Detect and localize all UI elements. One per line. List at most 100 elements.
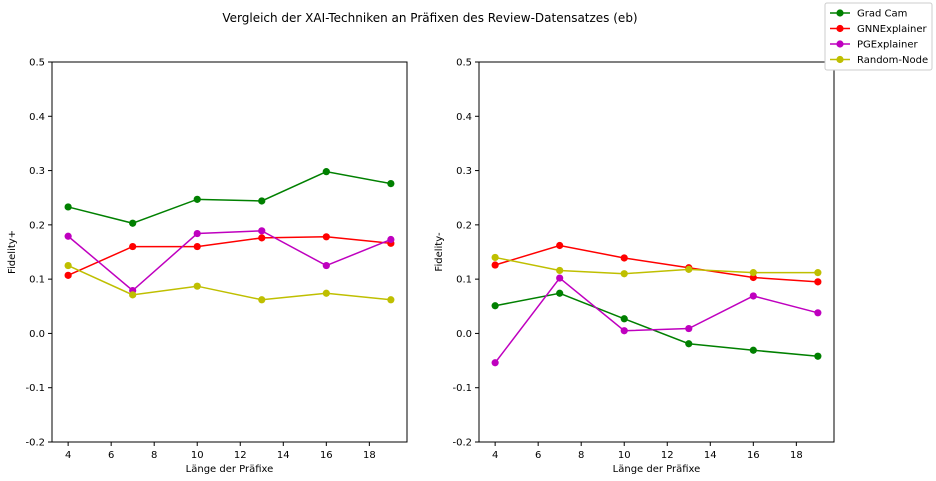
series-random-node [64, 261, 395, 304]
y-tick-label: -0.1 [25, 383, 45, 394]
x-tick-label: 6 [108, 450, 114, 461]
data-point [129, 219, 137, 227]
data-point [64, 271, 72, 279]
x-tick-label: 8 [578, 450, 584, 461]
data-point [556, 266, 564, 275]
y-axis-label: Fidelity+ [7, 230, 18, 274]
data-point [556, 274, 564, 282]
legend-entry: PGExplainer [830, 40, 919, 51]
y-tick-label: 0.1 [456, 275, 472, 286]
series-gnnexplainer [64, 233, 395, 279]
data-point [749, 292, 757, 300]
data-point [64, 203, 72, 211]
x-tick-label: 6 [535, 450, 541, 461]
series-line [67, 230, 392, 292]
data-point [491, 253, 499, 262]
series-pgexplainer [64, 227, 395, 295]
y-axis-label: Fidelity- [434, 232, 445, 272]
legend-marker [836, 24, 844, 33]
legend-label: Grad Cam [857, 9, 907, 20]
data-point [749, 346, 757, 354]
y-tick-label: 0.2 [29, 220, 45, 231]
x-tick-label: 10 [618, 450, 631, 461]
y-tick-label: 0.2 [456, 220, 472, 231]
data-point [258, 296, 266, 304]
legend-entry: GNNExplainer [830, 24, 927, 35]
data-point [685, 324, 693, 333]
series-grad-cam [64, 168, 395, 227]
x-tick-label: 8 [151, 450, 157, 461]
data-point [387, 296, 395, 304]
legend-entry: Random-Node [830, 55, 928, 66]
x-tick-label: 18 [363, 450, 376, 461]
x-tick-label: 4 [65, 450, 71, 461]
legend-label: PGExplainer [857, 40, 919, 51]
data-point [193, 229, 201, 238]
data-point [491, 302, 499, 310]
plots-area: 4 6 8 10 12 14 16 18 -0.2 -0.1 0.0 0.1 0.2 0.3 0.4 0.5 L… [7, 58, 835, 475]
figure-title: Vergleich der XAI-Techniken an Präfixen … [222, 11, 637, 25]
data-point [814, 269, 822, 277]
data-point [193, 195, 201, 203]
y-tick-label: -0.2 [25, 438, 45, 449]
data-point [491, 261, 499, 269]
subplot-2: 4 6 8 10 12 14 16 18 -0.2 -0.1 0.0 0.1 0.2 0.3 0.4 0.5 L… [434, 58, 835, 475]
y-tick-label: 0.1 [29, 275, 45, 286]
data-point [193, 282, 201, 290]
data-point [387, 235, 395, 244]
data-point [814, 278, 822, 286]
y-tick-label: 0.0 [29, 329, 45, 340]
legend: Grad Cam GNNExplainer PGExplainer Random-No… [824, 2, 933, 71]
x-tick-label: 12 [234, 450, 247, 461]
y-tick-label: -0.1 [452, 383, 472, 394]
x-axis-label: Länge der Präfixe [186, 464, 274, 475]
series-line [67, 170, 392, 225]
x-tick-label: 14 [277, 450, 290, 461]
legend-box [824, 2, 933, 71]
data-point [620, 254, 628, 262]
y-tick-label: 0.4 [29, 112, 45, 123]
data-point [556, 241, 564, 250]
data-point [685, 265, 693, 273]
y-tick-label: -0.2 [452, 438, 472, 449]
data-point [685, 340, 693, 348]
data-point [64, 232, 72, 240]
data-point [193, 242, 201, 251]
series-gnnexplainer [491, 241, 822, 286]
x-tick-label: 12 [661, 450, 674, 461]
data-point [322, 261, 330, 270]
x-axis-label: Länge der Präfixe [613, 464, 701, 475]
y-tick-label: 0.3 [456, 166, 472, 177]
data-point [322, 168, 330, 176]
y-tick-label: 0.4 [456, 112, 472, 123]
axes-frame [51, 61, 408, 443]
data-point [322, 289, 330, 297]
data-point [814, 352, 822, 360]
legend-label: Random-Node [857, 55, 928, 66]
legend-marker [836, 40, 844, 48]
x-tick-label: 4 [492, 450, 498, 461]
legend-marker [836, 9, 844, 17]
data-point [258, 197, 266, 205]
axes-frame [478, 61, 835, 443]
series-line [67, 264, 391, 301]
data-point [129, 242, 137, 251]
data-point [129, 291, 137, 299]
data-point [491, 359, 499, 367]
y-tick-label: 0.5 [29, 58, 45, 69]
x-tick-label: 14 [704, 450, 717, 461]
data-point [620, 327, 628, 335]
x-tick-label: 16 [747, 450, 760, 461]
data-point [387, 180, 395, 188]
y-tick-label: 0.5 [456, 58, 472, 69]
data-point [620, 270, 628, 278]
legend-label: GNNExplainer [857, 24, 927, 35]
series-grad-cam [491, 289, 822, 360]
legend-entry: Grad Cam [830, 9, 907, 20]
y-tick-label: 0.0 [456, 329, 472, 340]
data-point [64, 261, 72, 270]
x-tick-label: 16 [320, 450, 333, 461]
data-point [620, 315, 628, 323]
legend-marker [836, 55, 844, 64]
